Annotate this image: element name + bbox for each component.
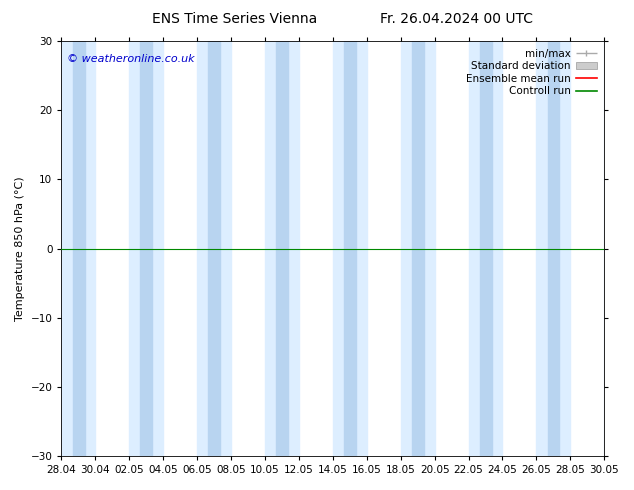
Bar — [344, 41, 356, 456]
Y-axis label: Temperature 850 hPa (°C): Temperature 850 hPa (°C) — [15, 176, 25, 321]
Bar — [209, 41, 220, 456]
Bar — [265, 41, 299, 456]
Bar — [141, 41, 152, 456]
Bar — [73, 41, 84, 456]
Bar — [616, 41, 627, 456]
Bar — [197, 41, 231, 456]
Text: © weatheronline.co.uk: © weatheronline.co.uk — [67, 54, 195, 64]
Bar — [548, 41, 559, 456]
Legend: min/max, Standard deviation, Ensemble mean run, Controll run: min/max, Standard deviation, Ensemble me… — [464, 47, 599, 98]
Bar — [412, 41, 424, 456]
Bar — [401, 41, 434, 456]
Bar — [276, 41, 288, 456]
Bar — [536, 41, 570, 456]
Bar — [61, 41, 95, 456]
Text: ENS Time Series Vienna: ENS Time Series Vienna — [152, 12, 317, 26]
Text: Fr. 26.04.2024 00 UTC: Fr. 26.04.2024 00 UTC — [380, 12, 533, 26]
Bar — [129, 41, 163, 456]
Bar — [469, 41, 502, 456]
Bar — [333, 41, 366, 456]
Bar — [480, 41, 491, 456]
Bar — [604, 41, 634, 456]
